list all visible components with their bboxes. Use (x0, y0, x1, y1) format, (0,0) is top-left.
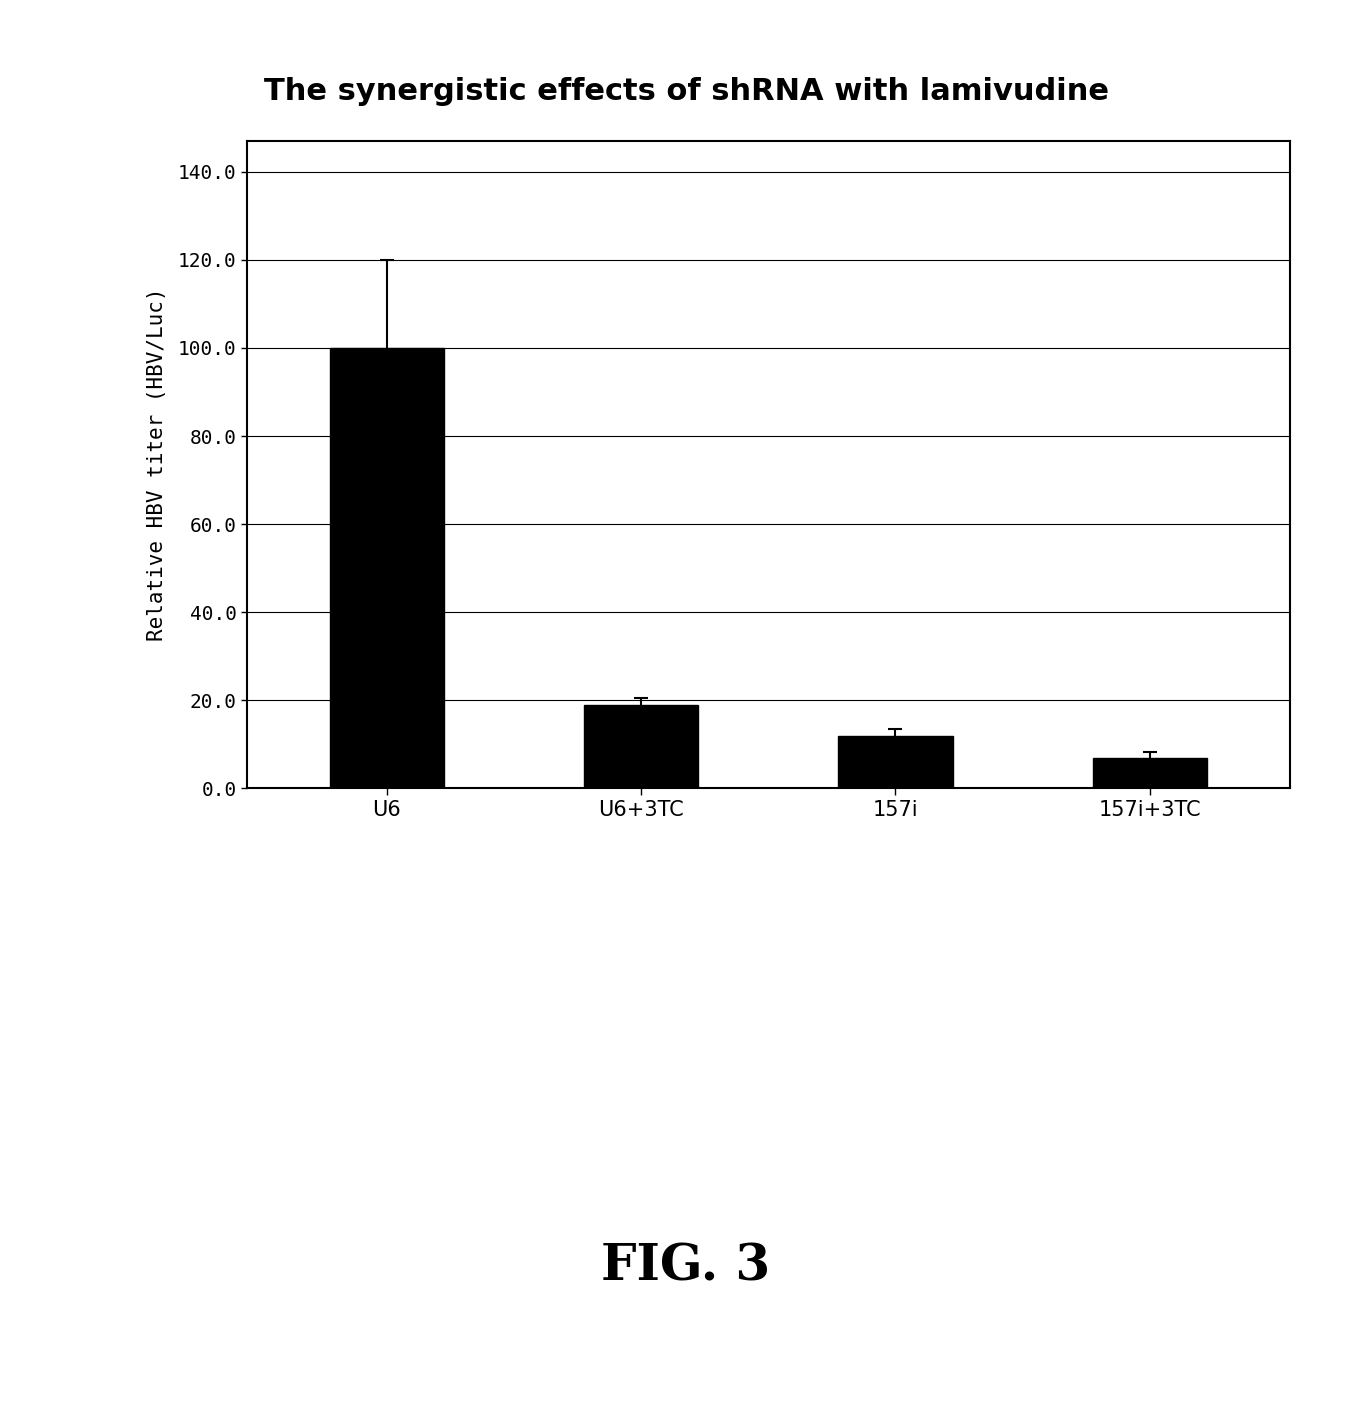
Bar (329, 348, 445, 788)
Bar (838, 735, 952, 788)
Bar (1092, 758, 1207, 788)
Text: FIG. 3: FIG. 3 (601, 1243, 771, 1291)
Y-axis label: Relative HBV titer (HBV/Luc): Relative HBV titer (HBV/Luc) (147, 287, 166, 642)
Text: The synergistic effects of shRNA with lamivudine: The synergistic effects of shRNA with la… (263, 77, 1109, 107)
Bar (584, 705, 698, 788)
